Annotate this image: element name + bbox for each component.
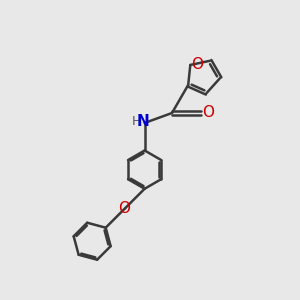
Text: O: O (202, 106, 214, 121)
Text: N: N (137, 114, 149, 129)
Text: H: H (132, 115, 141, 128)
Text: O: O (118, 201, 130, 216)
Text: O: O (191, 57, 203, 72)
